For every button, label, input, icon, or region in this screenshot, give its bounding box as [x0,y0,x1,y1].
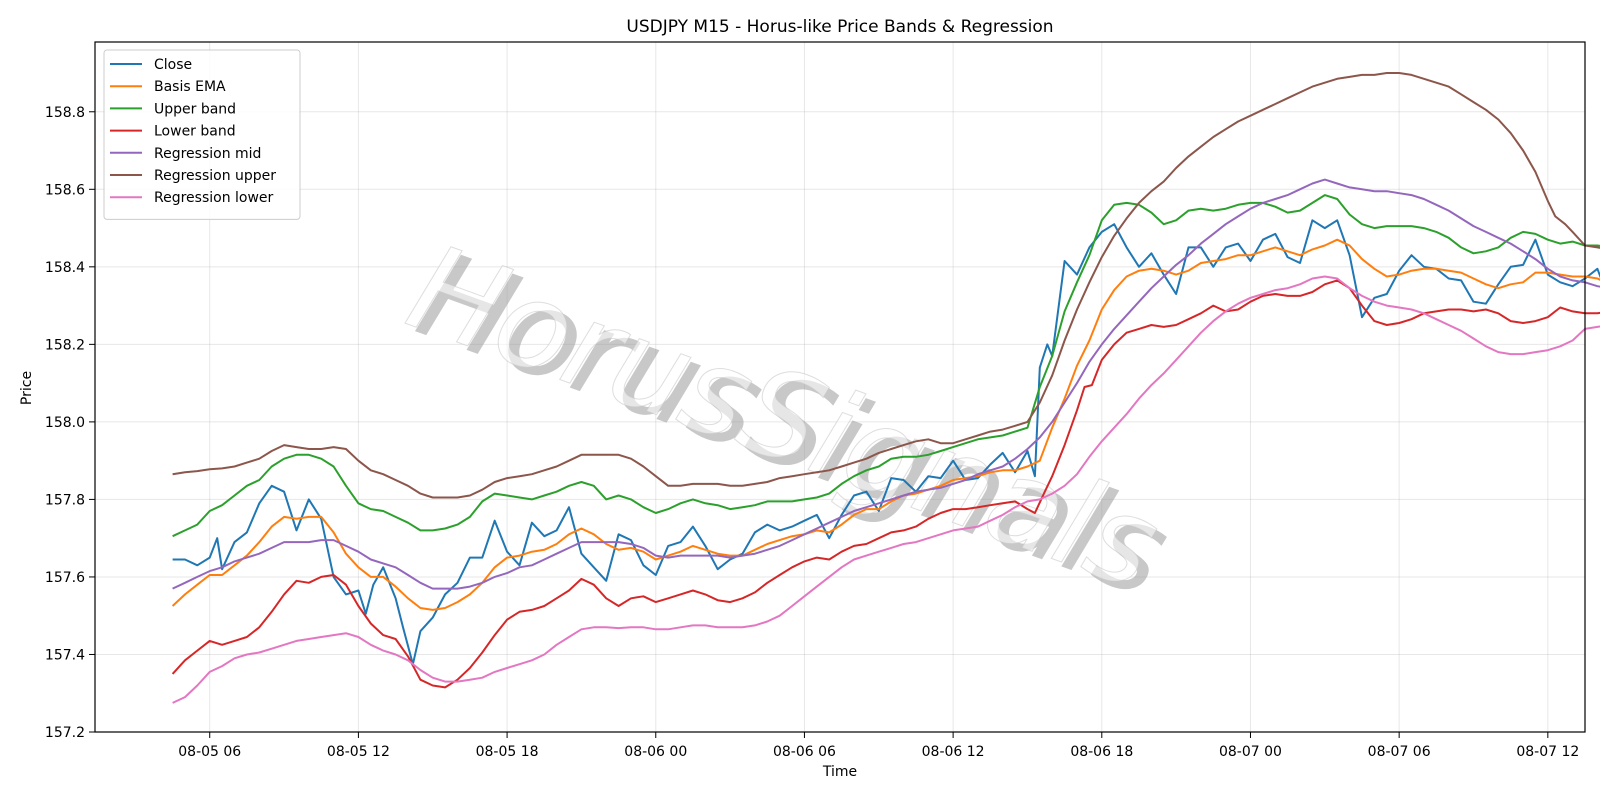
y-tick-label: 157.4 [45,647,85,663]
x-axis: 08-05 06 08-05 12 08-05 18 08-06 00 08-06 06… [178,732,1579,760]
legend-label-close: Close [154,57,192,73]
series-line-regression-mid [172,178,1600,590]
series-line-upper-band [172,194,1600,538]
y-axis-label: Price [19,371,35,405]
y-tick-label: 158.4 [45,260,85,276]
y-tick-label: 158.0 [45,415,85,431]
x-tick-label: 08-06 00 [624,744,687,760]
x-tick-label: 08-05 18 [476,744,539,760]
series-line-lower-band [171,279,1600,689]
y-tick-label: 157.8 [45,492,85,508]
legend-label-regression-mid: Regression mid [154,146,261,162]
y-axis: 157.2 157.4 157.6 157.8 158.0 158.2 158.4 158.6… [45,105,95,741]
y-tick-label: 158.8 [45,105,85,121]
y-tick-label: 158.6 [45,182,85,198]
y-tick-label: 158.2 [45,337,85,353]
series-layer [171,72,1600,704]
series-line-regression-upper [172,72,1600,499]
legend-label-basis-ema: Basis EMA [154,79,226,95]
y-tick-label: 157.6 [45,570,85,586]
legend-label-lower-band: Lower band [154,124,236,140]
plot-frame [94,41,1586,733]
legend-label-regression-upper: Regression upper [154,168,276,184]
x-tick-label: 08-05 06 [178,744,241,760]
x-tick-label: 08-06 18 [1070,744,1133,760]
legend: Close Basis EMA Upper band Lower band Regres… [103,49,301,220]
chart-title: USDJPY M15 - Horus-like Price Bands & Re… [626,17,1053,37]
y-tick-label: 157.2 [45,725,85,741]
series-line-regression-lower [172,275,1600,704]
x-tick-label: 08-07 00 [1219,744,1282,760]
x-tick-label: 08-06 06 [773,744,836,760]
series-line-close [172,219,1600,666]
legend-label-regression-lower: Regression lower [154,190,274,206]
legend-box [103,49,301,220]
x-axis-label: Time [822,764,857,780]
x-tick-label: 08-06 12 [922,744,985,760]
x-tick-label: 08-05 12 [327,744,390,760]
x-tick-label: 08-07 12 [1516,744,1579,760]
legend-label-upper-band: Upper band [154,101,236,117]
x-tick-label: 08-07 06 [1368,744,1431,760]
